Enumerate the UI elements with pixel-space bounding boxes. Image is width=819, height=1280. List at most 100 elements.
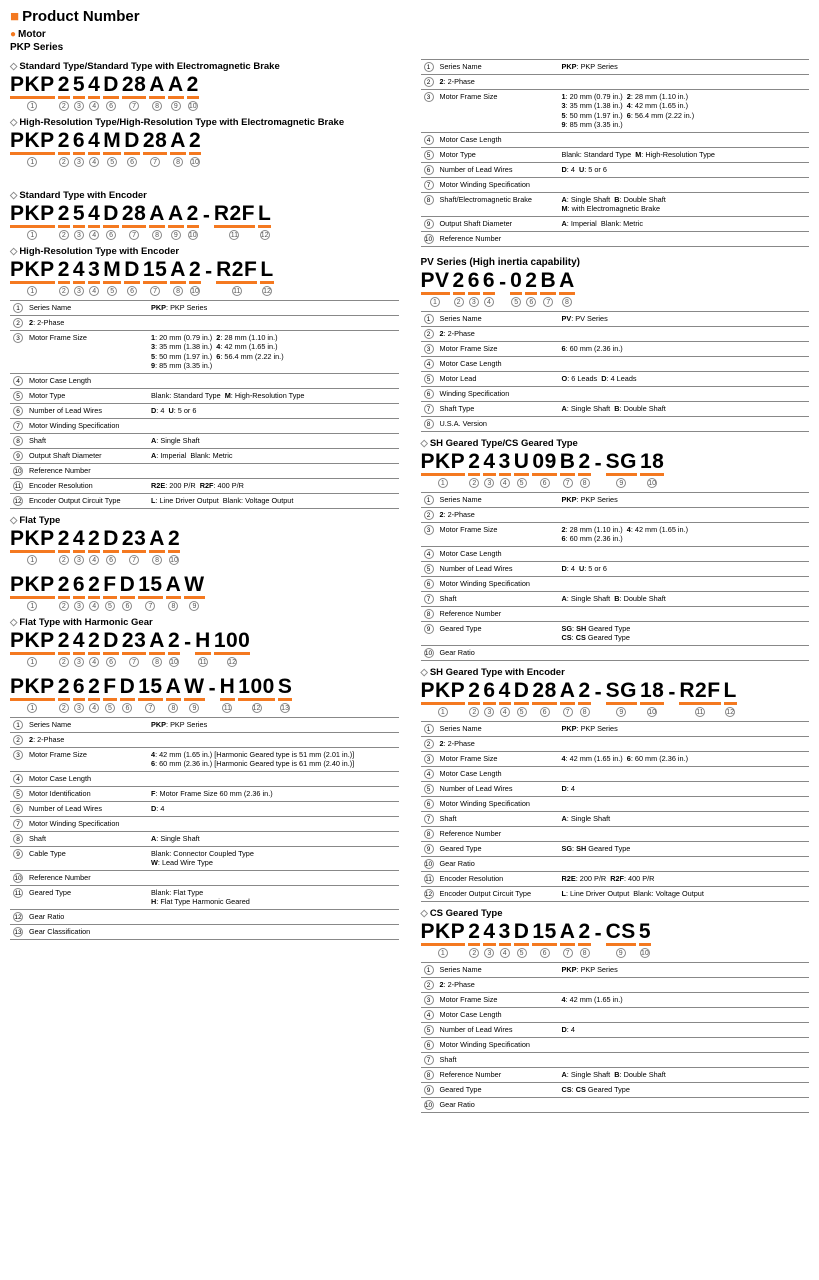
description-table: 1Series NamePKP: PKP Series22: 2-Phase3M…: [10, 300, 399, 509]
pn-segment: D6: [120, 574, 136, 611]
pn-segment: R2F11: [216, 259, 257, 296]
table-row: 3Motor Frame Size4: 42 mm (1.65 in.) 6: …: [421, 751, 810, 766]
table-row: 12Gear Ratio: [10, 909, 399, 924]
table-row: 4Motor Case Length: [421, 132, 810, 147]
pn-segment: PKP1: [10, 74, 55, 111]
square-icon: ■: [10, 8, 19, 25]
section-heading: ◇Flat Type: [10, 515, 399, 526]
table-row: 8ShaftA: Single Shaft: [10, 433, 399, 448]
pn-segment: D6: [124, 130, 140, 167]
right-column: 1Series NamePKP: PKP Series22: 2-Phase3M…: [421, 55, 810, 1113]
separator: -: [204, 261, 213, 296]
pn-segment: 22: [58, 574, 70, 611]
pn-segment: PV1: [421, 270, 450, 307]
table-row: 5Motor TypeBlank: Standard Type M: High-…: [421, 147, 810, 162]
pn-segment: 096: [532, 451, 556, 488]
pn-segment: 44: [499, 680, 511, 717]
table-row: 6Motor Winding Specification: [421, 576, 810, 591]
product-number: PKP1226324F5D6157A8W9: [10, 574, 399, 611]
table-row: 9Geared TypeSG: SH Geared TypeCS: CS Gea…: [421, 621, 810, 645]
product-number: PV1226364 - 0526B7A8: [421, 270, 810, 307]
pn-segment: 24: [88, 574, 100, 611]
table-row: 3Motor Frame Size1: 20 mm (0.79 in.) 2: …: [421, 90, 810, 133]
diamond-icon: ◇: [10, 617, 17, 628]
pn-segment: A7: [560, 921, 576, 958]
pn-segment: 210: [189, 259, 201, 296]
table-row: 6Number of Lead WiresD: 4 U: 5 or 6: [10, 403, 399, 418]
section-heading: ◇Standard Type with Encoder: [10, 190, 399, 201]
section-heading: ◇Flat Type with Harmonic Gear: [10, 617, 399, 628]
pn-segment: 10012: [238, 676, 275, 713]
pn-segment: PKP1: [10, 630, 55, 667]
pn-segment: SG9: [606, 680, 637, 717]
pn-segment: S13: [278, 676, 293, 713]
pn-segment: 22: [453, 270, 465, 307]
table-row: 5Motor LeadO: 6 Leads D: 4 Leads: [421, 371, 810, 386]
pn-segment: 63: [73, 130, 85, 167]
pn-segment: F5: [103, 574, 116, 611]
table-row: 10Reference Number: [10, 870, 399, 885]
section-heading: ◇Standard Type/Standard Type with Electr…: [10, 61, 399, 72]
table-row: 9Geared TypeCS: CS Geared Type: [421, 1082, 810, 1097]
table-row: 5Motor TypeBlank: Standard Type M: High-…: [10, 388, 399, 403]
table-row: 4Motor Case Length: [421, 1007, 810, 1022]
diamond-icon: ◇: [421, 438, 428, 449]
table-row: 22: 2-Phase: [421, 507, 810, 522]
pn-segment: 1810: [640, 680, 664, 717]
pn-segment: 22: [58, 676, 70, 713]
pn-segment: 237: [122, 528, 146, 565]
table-row: 1Series NamePKP: PKP Series: [421, 962, 810, 977]
table-row: 11Encoder ResolutionR2E: 200 P/R R2F: 40…: [421, 871, 810, 886]
table-row: 1Series NamePV: PV Series: [421, 311, 810, 326]
section-heading: ◇High-Resolution Type/High-Resolution Ty…: [10, 117, 399, 128]
pn-segment: 44: [88, 74, 100, 111]
table-row: 6Number of Lead WiresD: 4 U: 5 or 6: [421, 162, 810, 177]
table-row: 4Motor Case Length: [10, 771, 399, 786]
table-row: 9Cable TypeBlank: Connector Coupled Type…: [10, 846, 399, 870]
table-row: 8Reference Number: [421, 606, 810, 621]
table-row: 22: 2-Phase: [10, 316, 399, 331]
table-row: 12Encoder Output Circuit TypeL: Line Dri…: [10, 493, 399, 508]
pn-segment: F5: [103, 676, 116, 713]
pn-segment: 287: [143, 130, 167, 167]
product-number: PKP1224324D6237A8210 - H1110012: [10, 630, 399, 667]
table-row: 10Gear Ratio: [421, 1097, 810, 1112]
separator: -: [498, 272, 507, 307]
pn-segment: R2F11: [214, 203, 255, 240]
diamond-icon: ◇: [10, 61, 17, 72]
pn-segment: 26: [525, 270, 537, 307]
pn-segment: 34: [499, 921, 511, 958]
pn-segment: D5: [514, 921, 530, 958]
pn-segment: A8: [170, 130, 186, 167]
pn-segment: 22: [468, 921, 480, 958]
section-heading: ◇High-Resolution Type with Encoder: [10, 246, 399, 257]
table-row: 11Encoder ResolutionR2E: 200 P/R R2F: 40…: [10, 478, 399, 493]
pn-segment: PKP1: [10, 259, 55, 296]
table-row: 5Number of Lead WiresD: 4 U: 5 or 6: [421, 561, 810, 576]
description-table: 1Series NamePKP: PKP Series22: 2-Phase3M…: [10, 717, 399, 940]
table-row: 5Number of Lead WiresD: 4: [421, 1022, 810, 1037]
pn-segment: 22: [468, 680, 480, 717]
pn-segment: 63: [73, 574, 85, 611]
pn-segment: L12: [258, 203, 271, 240]
product-number: PKP1224334M5D6157A8210 - R2F11L12: [10, 259, 399, 296]
pn-segment: H11: [195, 630, 211, 667]
table-row: 13Gear Classification: [10, 924, 399, 939]
table-row: 8U.S.A. Version: [421, 416, 810, 431]
table-row: 1Series NamePKP: PKP Series: [421, 492, 810, 507]
table-row: 12Encoder Output Circuit TypeL: Line Dri…: [421, 886, 810, 901]
page-title: ■Product Number: [10, 8, 809, 25]
pn-segment: PKP1: [10, 574, 55, 611]
pn-segment: D6: [103, 203, 119, 240]
pn-segment: 287: [122, 203, 146, 240]
table-row: 10Gear Ratio: [421, 856, 810, 871]
dot-icon: ●: [10, 29, 16, 40]
section-heading: ◇SH Geared Type with Encoder: [421, 667, 810, 678]
description-table: 1Series NamePV: PV Series22: 2-Phase3Mot…: [421, 311, 810, 432]
pn-segment: W9: [184, 676, 204, 713]
pn-segment: PKP1: [10, 130, 55, 167]
pn-segment: M5: [103, 259, 121, 296]
table-row: 6Motor Winding Specification: [421, 796, 810, 811]
pn-segment: PKP1: [421, 451, 466, 488]
pn-segment: 210: [187, 74, 199, 111]
